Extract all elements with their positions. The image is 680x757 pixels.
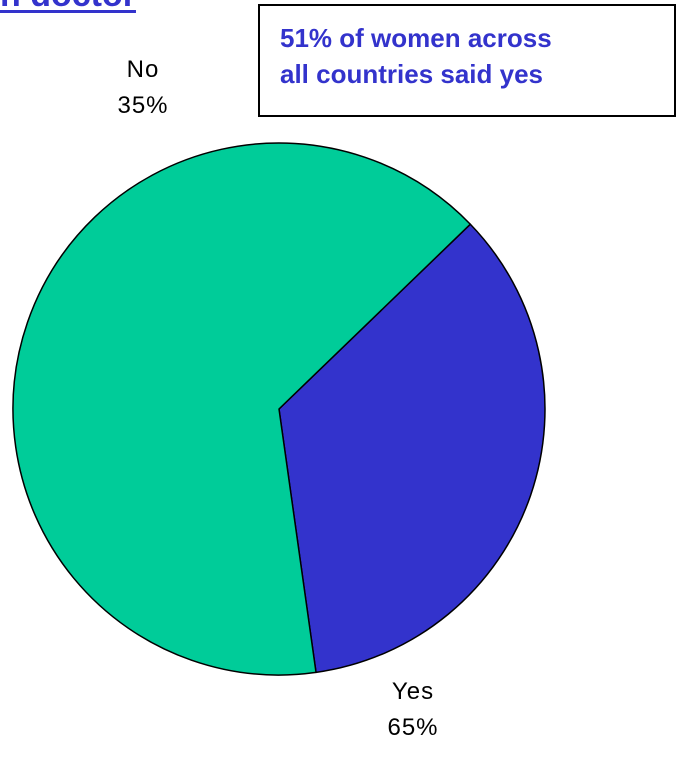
slice-label-yes: Yes 65% (387, 674, 438, 746)
pie-slice-no (278, 223, 546, 674)
callout-line-1: 51% of women across (280, 23, 552, 53)
chart-title-fragment: n doctor (0, 0, 136, 12)
slice-label-no: No 35% (117, 52, 168, 124)
pie-slice-yes (12, 142, 472, 676)
callout-annotation: 51% of women across all countries said y… (258, 4, 676, 117)
slice-label-yes-name: Yes (391, 678, 435, 705)
slice-label-no-percent: 35% (117, 92, 169, 119)
callout-line-2: all countries said yes (280, 59, 544, 89)
slice-label-yes-percent: 65% (387, 714, 439, 741)
slice-label-no-name: No (126, 56, 160, 83)
